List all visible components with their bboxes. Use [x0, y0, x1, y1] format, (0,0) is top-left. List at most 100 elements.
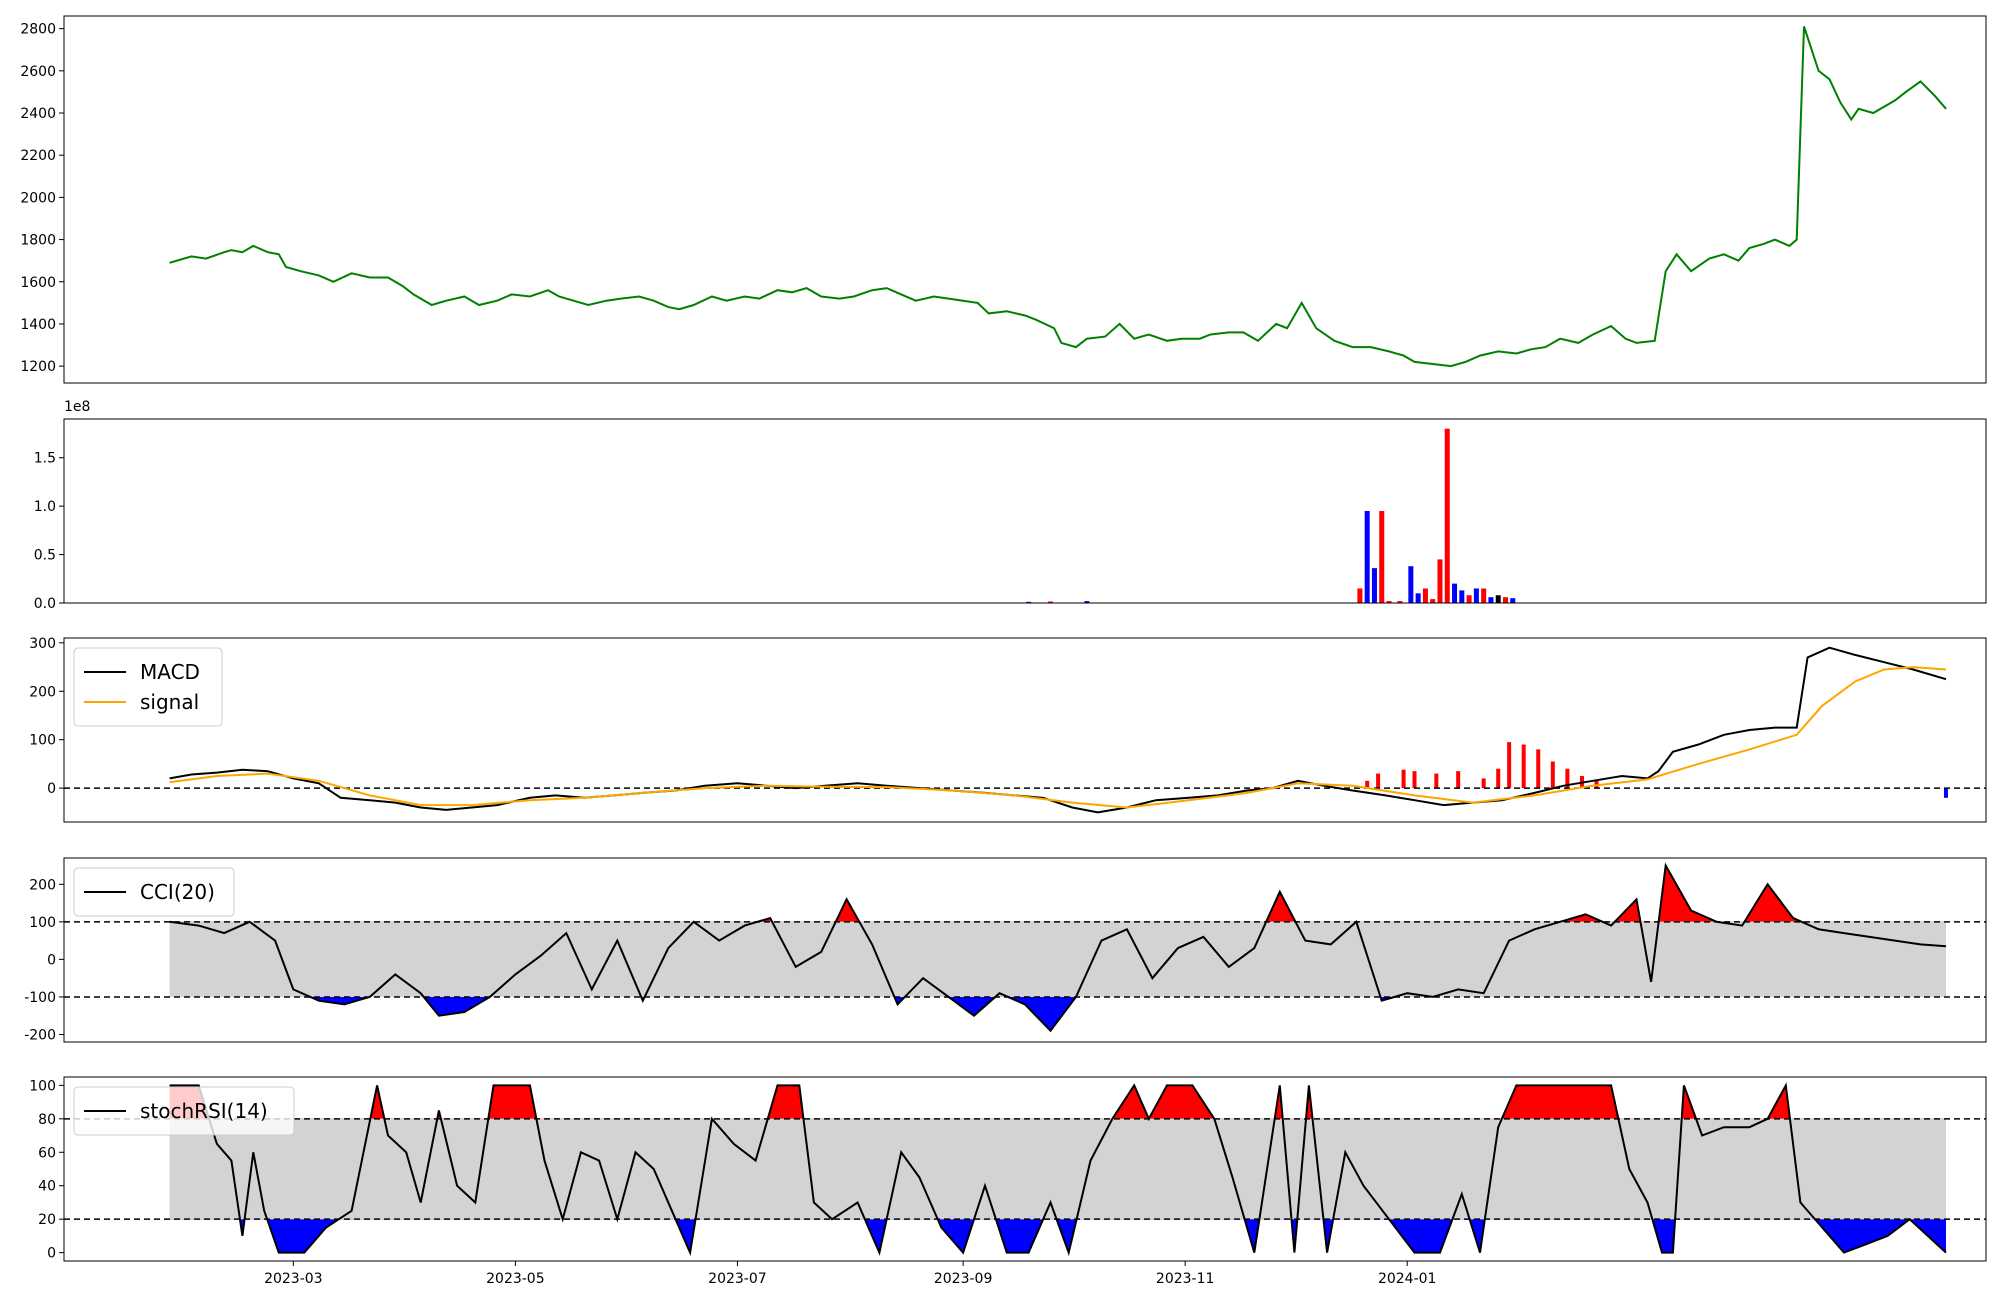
y-tick-label: 0 [47, 781, 56, 797]
x-tick-label: 2024-01 [1378, 1271, 1437, 1287]
volume-bar [1364, 511, 1370, 603]
macd-histogram-bar [1401, 769, 1406, 789]
y-tick-label: 2400 [20, 106, 56, 122]
panel-frame [63, 418, 1987, 604]
panel-frame [63, 637, 1987, 823]
macd-histogram-bar [1481, 778, 1486, 789]
legend-label: stochRSI(14) [140, 1099, 268, 1123]
x-tick-label: 2023-09 [934, 1271, 993, 1287]
macd-histogram-bar [1536, 749, 1541, 789]
stochrsi-line [169, 1082, 1947, 1257]
volume-panel: 0.0 0.5 1.0 1.5 1e8 [34, 399, 1987, 612]
y-tick-label: 60 [38, 1145, 56, 1161]
y-tick-label: 1400 [20, 317, 56, 333]
volume-bar [1444, 428, 1450, 603]
volume-bar [1357, 588, 1363, 603]
y-tick-label: 2000 [20, 190, 56, 206]
macd-histogram-bar [1376, 773, 1381, 789]
volume-bar [1495, 595, 1501, 603]
macd-histogram-bar [1496, 768, 1501, 789]
y-tick-label: 0.0 [34, 596, 56, 612]
volume-bar [1379, 511, 1385, 603]
y-tick-label: 0 [47, 1246, 56, 1262]
y-tick-label: 1.0 [34, 499, 56, 515]
volume-bar [1415, 593, 1421, 603]
axis-scale-label: 1e8 [64, 399, 90, 415]
cci-panel: -200 -100 0 100 200 CCI(20) [24, 857, 1987, 1043]
macd-histogram-bar [1565, 768, 1570, 789]
y-tick-label: 300 [29, 636, 56, 652]
legend-label: signal [140, 690, 199, 714]
x-axis: 2023-03 2023-05 2023-07 2023-09 2023-11 2024-… [264, 1261, 1436, 1287]
volume-bar [1459, 590, 1465, 603]
neutral-band [169, 1118, 1946, 1220]
y-tick-label: 200 [29, 877, 56, 893]
macd-histogram-bar [1456, 771, 1461, 789]
volume-bar [1397, 601, 1403, 603]
stochrsi-panel: 0 20 40 60 80 100 stochRSI(14) [29, 1076, 1987, 1262]
overbought-fill [169, 865, 1946, 922]
legend-box [73, 1086, 295, 1136]
y-tick-label: 0.5 [34, 548, 56, 564]
volume-bar [1084, 601, 1090, 603]
y-tick-label: 100 [29, 915, 56, 931]
price-line [169, 26, 1947, 368]
macd-histogram-bar [1507, 742, 1512, 789]
volume-bar [1026, 601, 1032, 603]
y-tick-label: 0 [47, 952, 56, 968]
macd-histogram-bar [1365, 780, 1370, 789]
volume-bar [1386, 601, 1392, 603]
volume-bar [1488, 597, 1494, 603]
legend-box [73, 647, 223, 727]
x-tick-label: 2023-03 [264, 1271, 323, 1287]
macd-panel: 0 100 200 300 MACD signal [29, 636, 1987, 823]
x-tick-label: 2023-07 [708, 1271, 767, 1287]
neutral-band [169, 921, 1946, 997]
y-tick-label: -200 [24, 1027, 56, 1043]
macd-histogram-bar [1943, 788, 1948, 798]
panel-frame [63, 1076, 1987, 1262]
overbought-fill [169, 1085, 1946, 1119]
y-tick-label: 1200 [20, 359, 56, 375]
y-tick-label: 200 [29, 684, 56, 700]
volume-bar [1422, 588, 1428, 603]
y-tick-label: 20 [38, 1212, 56, 1228]
y-tick-label: 40 [38, 1179, 56, 1195]
y-tick-label: -100 [24, 990, 56, 1006]
macd-histogram-bar [1521, 744, 1526, 789]
macd-histogram-bar [1434, 773, 1439, 789]
y-tick-label: 100 [29, 1078, 56, 1094]
volume-bar [1503, 597, 1508, 603]
macd-histogram-bar [1550, 761, 1555, 789]
macd-line [169, 646, 1947, 814]
x-tick-label: 2023-11 [1156, 1271, 1215, 1287]
panel-frame [63, 857, 1987, 1043]
macd-histogram-bar [1412, 771, 1417, 789]
y-tick-label: 1.5 [34, 451, 56, 467]
volume-bar [1408, 566, 1414, 603]
panel-frame [63, 15, 1987, 384]
signal-line [169, 666, 1947, 809]
cci-line [169, 862, 1947, 1033]
x-tick-label: 2023-05 [486, 1271, 545, 1287]
legend-label: MACD [140, 660, 200, 684]
volume-bar [1437, 559, 1443, 603]
y-tick-label: 2600 [20, 64, 56, 80]
volume-bar [1481, 588, 1487, 603]
volume-bar [1047, 601, 1053, 603]
volume-bar [1510, 598, 1516, 603]
y-tick-label: 1800 [20, 233, 56, 249]
y-tick-label: 2200 [20, 148, 56, 164]
volume-bar [1452, 583, 1458, 603]
volume-bar [1473, 588, 1479, 603]
y-tick-label: 80 [38, 1112, 56, 1128]
volume-bar [1466, 595, 1472, 603]
y-tick-label: 1600 [20, 275, 56, 291]
volume-bar [1371, 568, 1377, 603]
legend-label: CCI(20) [140, 880, 215, 904]
y-tick-label: 100 [29, 733, 56, 749]
volume-bar [1430, 599, 1436, 603]
y-tick-label: 2800 [20, 22, 56, 38]
